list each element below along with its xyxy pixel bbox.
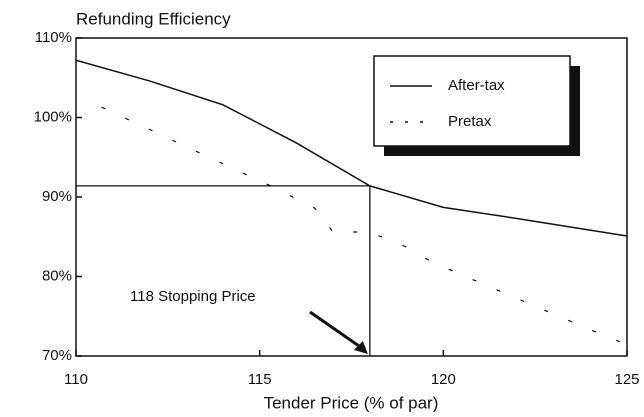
series-line: [101, 106, 620, 343]
y-tick-label: 100%: [34, 108, 72, 125]
annotation-arrowhead: [353, 341, 368, 354]
y-tick-label: 70%: [42, 347, 72, 364]
y-tick-label: 90%: [42, 188, 72, 205]
y-tick-label: 80%: [42, 267, 72, 284]
legend-label: After-tax: [448, 77, 505, 94]
series-line: [75, 59, 628, 237]
annotation-arrow: [309, 310, 363, 350]
y-tick-label: 110%: [35, 29, 72, 46]
chart-title: Refunding Efficiency: [76, 9, 231, 28]
annotation-text: 118 Stopping Price: [130, 288, 256, 305]
x-tick-label: 125: [614, 371, 639, 388]
x-tick-label: 110: [64, 371, 88, 388]
x-tick-label: 120: [431, 371, 456, 388]
x-tick-label: 115: [248, 371, 272, 388]
x-axis-label: Tender Price (% of par): [264, 393, 439, 412]
legend-label: Pretax: [448, 113, 492, 130]
legend-box: [373, 55, 571, 147]
